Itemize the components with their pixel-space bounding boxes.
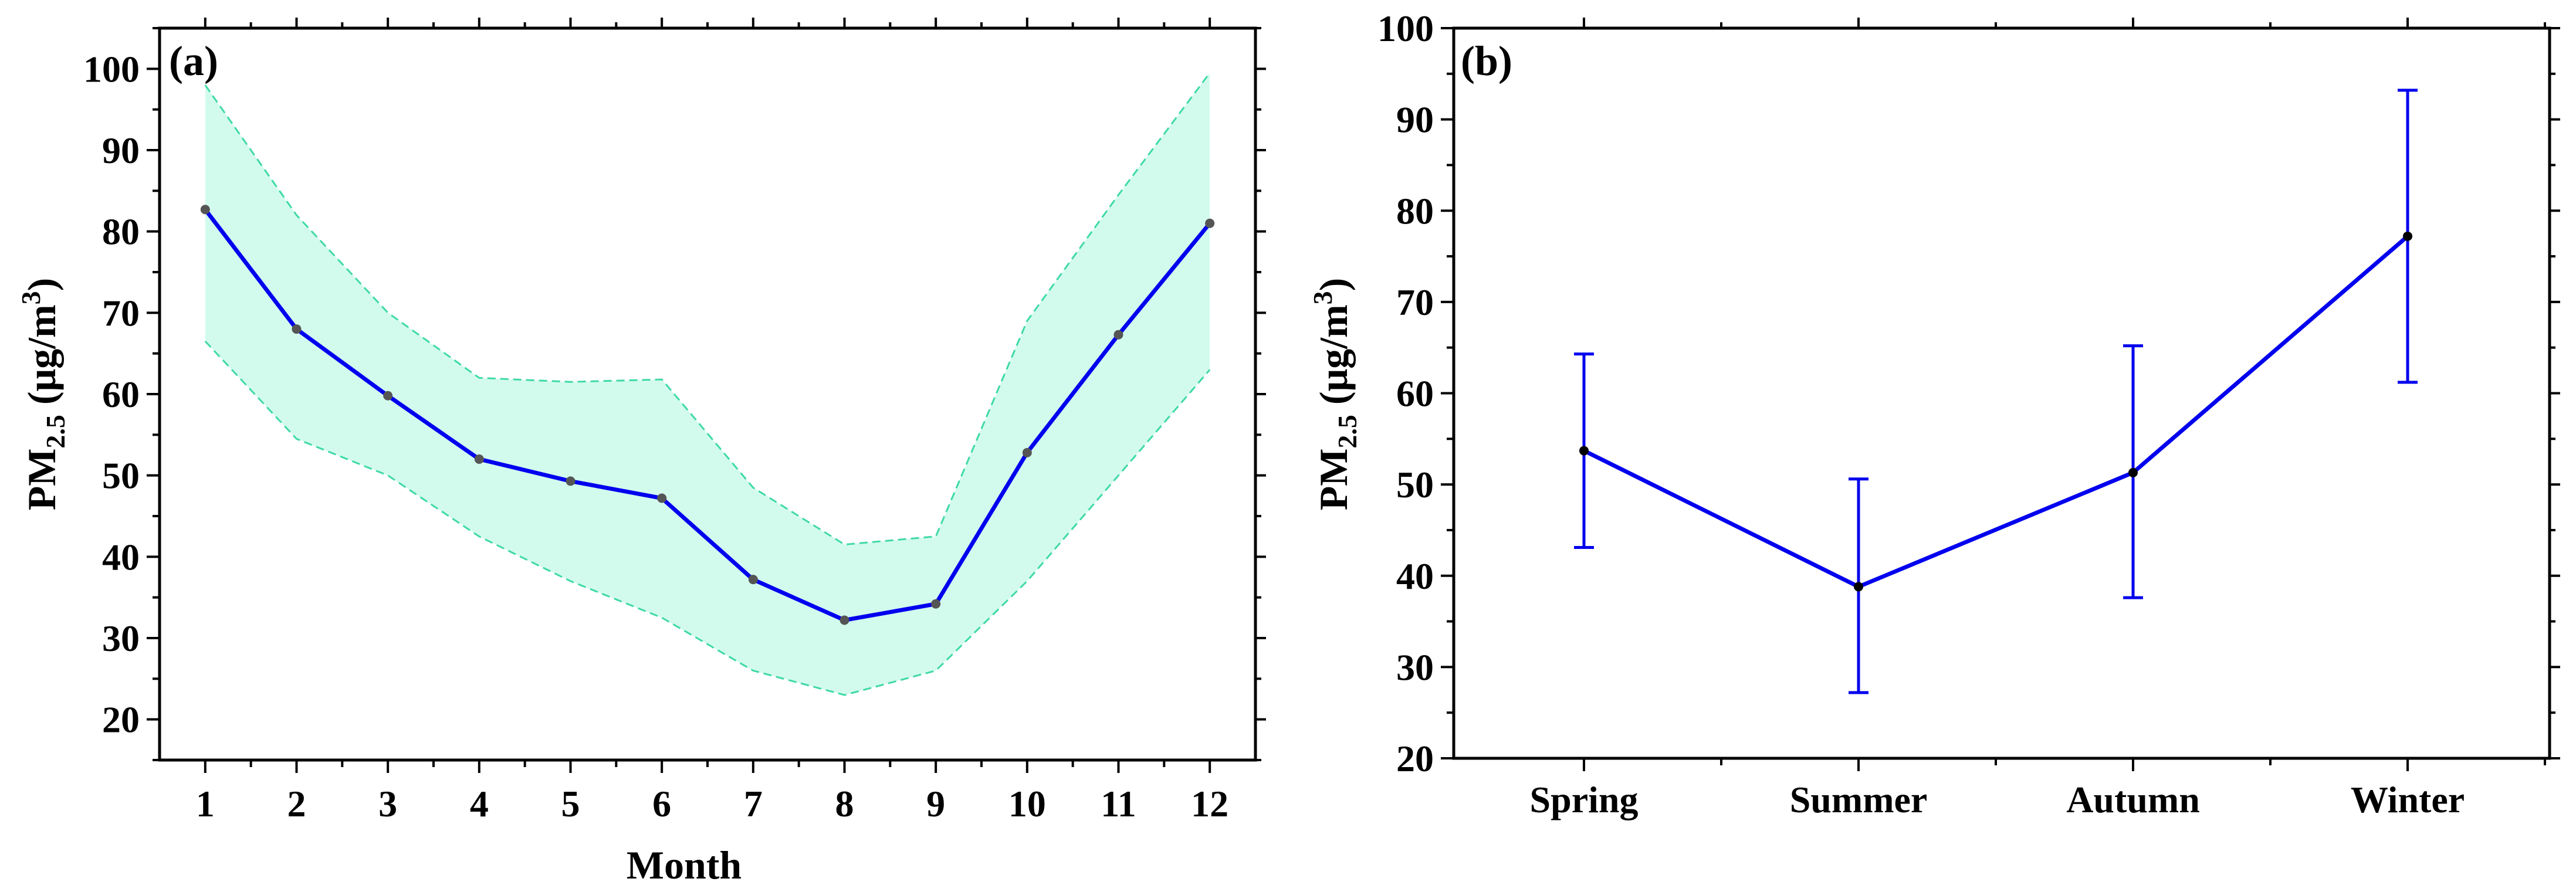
a-lower-bound-line bbox=[204, 340, 1211, 696]
a-point-6 bbox=[657, 493, 667, 503]
b-ylabel-unit: (μg/m bbox=[1311, 304, 1356, 415]
a-point-1 bbox=[200, 205, 210, 215]
a-point-12 bbox=[1205, 218, 1215, 228]
b-mean-points bbox=[1579, 231, 2412, 592]
panel-b-seasonal-chart: Spring Summer Autumn Winter 20 30 40 50 60 70 80 9… bbox=[1308, 8, 2560, 820]
a-x-tick-label: 3 bbox=[378, 783, 397, 825]
a-ylabel-main: PM bbox=[19, 449, 64, 511]
b-point-autumn bbox=[2128, 467, 2138, 477]
b-ylabel-sup: 3 bbox=[1308, 291, 1338, 304]
a-y-tick-label: 90 bbox=[102, 130, 140, 171]
a-point-2 bbox=[292, 324, 302, 334]
b-ylabel-sub: 2.5 bbox=[1332, 415, 1362, 449]
a-x-tick-label: 8 bbox=[835, 783, 854, 825]
a-ylabel-close: ) bbox=[19, 278, 64, 291]
b-point-spring bbox=[1579, 446, 1589, 456]
b-y-tick-labels: 20 30 40 50 60 70 80 90 100 bbox=[1377, 8, 1434, 779]
b-x-tick-label-winter: Winter bbox=[2351, 779, 2465, 820]
b-x-tick-labels: Spring Summer Autumn Winter bbox=[1530, 779, 2465, 820]
a-y-tick-label: 80 bbox=[102, 211, 140, 253]
a-point-3 bbox=[383, 391, 393, 401]
b-y-tick-label: 30 bbox=[1396, 646, 1434, 688]
a-axis-ticks bbox=[147, 18, 1266, 773]
a-ylabel-sub: 2.5 bbox=[40, 415, 70, 449]
a-y-tick-label: 20 bbox=[102, 699, 140, 741]
b-y-tick-label: 90 bbox=[1396, 99, 1434, 141]
a-y-tick-label: 70 bbox=[102, 292, 140, 334]
b-ylabel-main: PM bbox=[1311, 449, 1356, 511]
b-y-tick-label: 40 bbox=[1396, 555, 1434, 597]
b-panel-label: (b) bbox=[1461, 38, 1512, 84]
b-axis-ticks bbox=[1441, 18, 2560, 771]
a-x-tick-label: 5 bbox=[561, 783, 580, 825]
a-point-7 bbox=[748, 575, 758, 585]
b-x-tick-label-autumn: Autumn bbox=[2066, 779, 2200, 820]
b-y-tick-label: 20 bbox=[1396, 738, 1434, 779]
b-x-tick-label-summer: Summer bbox=[1790, 779, 1928, 820]
a-x-axis-title: Month bbox=[627, 843, 742, 887]
a-ylabel-unit: (μg/m bbox=[19, 304, 64, 415]
a-y-tick-labels: 20 30 40 50 60 70 80 90 100 bbox=[83, 48, 140, 740]
a-y-tick-label: 40 bbox=[102, 536, 140, 578]
b-mean-line bbox=[1583, 235, 2409, 589]
a-point-4 bbox=[474, 454, 484, 464]
b-point-summer bbox=[1854, 582, 1863, 592]
a-x-tick-labels: 1 2 3 4 5 6 7 8 9 10 11 12 bbox=[196, 783, 1228, 825]
a-x-tick-label: 12 bbox=[1191, 783, 1228, 825]
b-y-tick-label: 60 bbox=[1396, 373, 1434, 415]
a-y-tick-label: 50 bbox=[102, 455, 140, 497]
a-y-axis-title: PM2.5 (μg/m3) bbox=[16, 278, 70, 511]
b-y-tick-label: 70 bbox=[1396, 281, 1434, 323]
a-point-5 bbox=[566, 476, 576, 486]
a-x-tick-label: 9 bbox=[926, 783, 945, 825]
a-x-tick-label: 7 bbox=[744, 783, 763, 825]
a-x-tick-label: 10 bbox=[1008, 783, 1046, 825]
a-mean-line bbox=[204, 208, 1211, 623]
b-y-tick-label: 50 bbox=[1396, 464, 1434, 506]
a-ylabel-sup: 3 bbox=[16, 291, 46, 304]
a-range-band bbox=[205, 73, 1210, 696]
a-point-11 bbox=[1113, 330, 1123, 340]
b-y-tick-label: 80 bbox=[1396, 190, 1434, 232]
b-plot-frame bbox=[1452, 26, 2551, 760]
b-point-winter bbox=[2403, 231, 2412, 241]
a-upper-bound-line bbox=[204, 72, 1211, 546]
a-x-tick-label: 6 bbox=[652, 783, 671, 825]
b-x-tick-label-spring: Spring bbox=[1530, 779, 1639, 820]
a-x-tick-label: 2 bbox=[287, 783, 306, 825]
a-panel-label: (a) bbox=[169, 38, 218, 84]
b-ylabel-close: ) bbox=[1311, 278, 1356, 291]
a-x-tick-label: 11 bbox=[1101, 783, 1136, 825]
a-x-tick-label: 4 bbox=[470, 783, 489, 825]
a-point-10 bbox=[1022, 447, 1032, 457]
a-point-8 bbox=[840, 615, 849, 625]
a-x-tick-label: 1 bbox=[196, 783, 215, 825]
a-y-tick-label: 30 bbox=[102, 618, 140, 659]
a-point-9 bbox=[931, 599, 941, 609]
a-y-tick-label: 100 bbox=[83, 48, 140, 90]
a-mean-points bbox=[200, 205, 1215, 625]
b-y-tick-label: 100 bbox=[1377, 8, 1434, 49]
b-error-bars bbox=[1574, 89, 2418, 694]
a-y-tick-label: 60 bbox=[102, 374, 140, 415]
b-y-axis-title: PM2.5 (μg/m3) bbox=[1308, 278, 1362, 511]
